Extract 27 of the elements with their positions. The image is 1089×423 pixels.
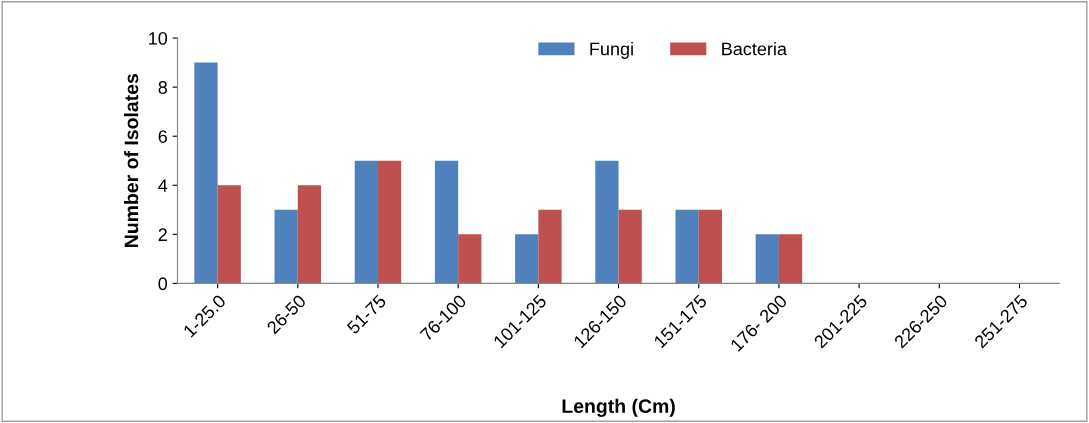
legend-label: Bacteria xyxy=(722,42,787,56)
bar xyxy=(515,234,539,284)
bar xyxy=(538,209,562,284)
bar xyxy=(217,185,241,284)
bar xyxy=(194,62,218,284)
y-tick-label: 0 xyxy=(158,277,168,291)
legend-label: Fungi xyxy=(590,42,633,59)
y-tick-label: 4 xyxy=(158,179,168,192)
bar xyxy=(297,185,322,284)
bar xyxy=(698,209,722,284)
x-axis-title: Length (Cm) xyxy=(562,398,675,417)
y-tick-label: 2 xyxy=(158,228,167,241)
bar xyxy=(675,209,699,284)
bar xyxy=(778,234,803,284)
y-axis-title: Number of Isolates xyxy=(124,74,139,247)
bar xyxy=(354,160,378,284)
y-tick-label: 10 xyxy=(149,32,168,45)
x-tick-label: 176- 200 xyxy=(729,293,788,352)
bar xyxy=(458,234,482,284)
bar xyxy=(274,209,298,284)
bar xyxy=(434,160,459,284)
bar xyxy=(618,209,642,284)
y-tick-label: 6 xyxy=(158,130,167,143)
bar xyxy=(377,160,402,284)
bar xyxy=(595,160,619,284)
y-tick-label: 8 xyxy=(158,81,167,94)
bar xyxy=(755,234,779,284)
